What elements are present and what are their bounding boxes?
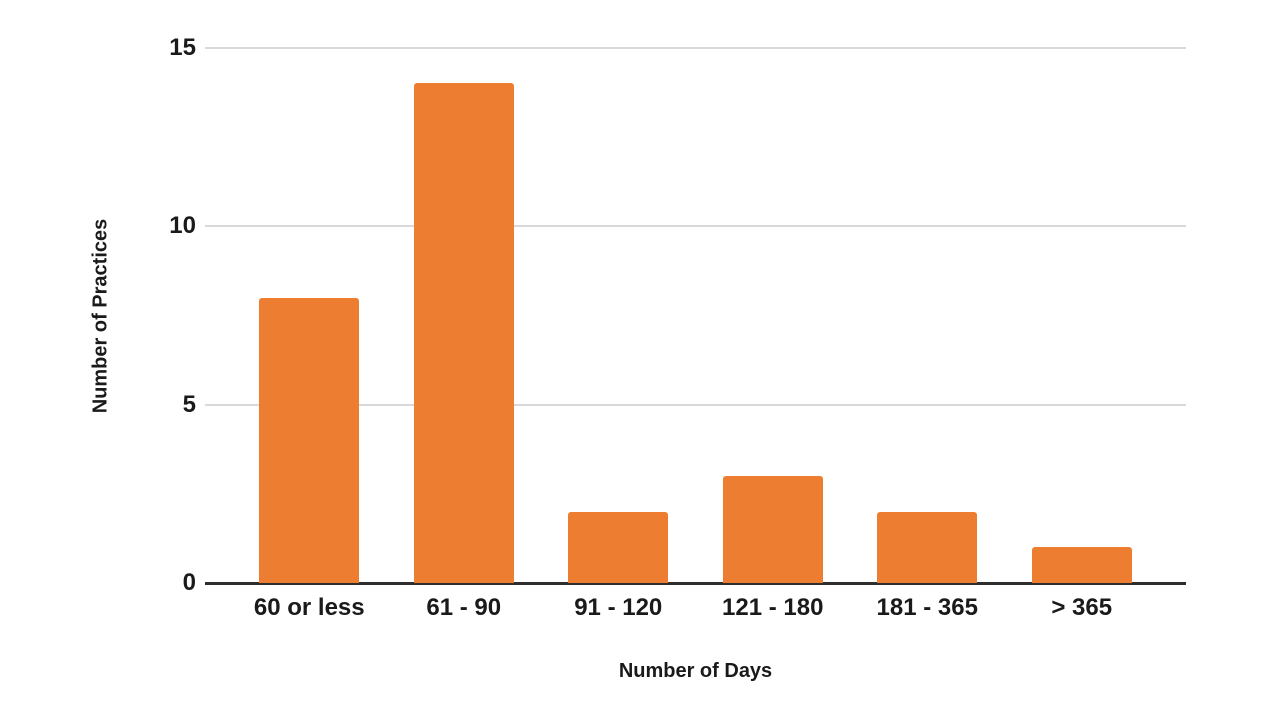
bars-row [232, 0, 1159, 583]
x-tick-label: 91 - 120 [574, 594, 663, 621]
gridline-y-10 [205, 225, 1186, 228]
bar-slot [1005, 0, 1160, 583]
x-tick-label: 60 or less [253, 594, 365, 621]
bar-181---365 [877, 511, 978, 583]
bar-60-or-less [259, 297, 360, 583]
x-axis-line [205, 582, 1186, 585]
gridline-y-15 [205, 46, 1186, 49]
x-tick-label: > 365 [1051, 594, 1113, 621]
x-tick-label: 61 - 90 [426, 594, 502, 621]
bar-61---90 [413, 83, 514, 583]
bar-121---180 [722, 475, 823, 583]
x-axis-tick-labels: 60 or less 61 - 90 91 - 120 121 - 180 181 - … [232, 594, 1159, 622]
y-tick-label: 5 [182, 390, 196, 418]
bar-slot [387, 0, 542, 583]
y-tick-label: 15 [169, 33, 196, 61]
x-tick-label: 121 - 180 [722, 594, 824, 621]
gridline-y-5 [205, 403, 1186, 406]
y-axis-title: Number of Practices [89, 218, 112, 414]
x-axis-title: Number of Days [618, 660, 773, 682]
bar--365 [1031, 547, 1132, 583]
y-tick-label: 0 [182, 569, 196, 596]
bar-slot [541, 0, 696, 583]
bar-91---120 [568, 511, 669, 583]
bar-slot [232, 0, 387, 583]
bar-slot [696, 0, 851, 583]
bar-slot [850, 0, 1005, 583]
x-tick-label: 181 - 365 [876, 594, 978, 621]
y-tick-label: 10 [169, 212, 196, 240]
